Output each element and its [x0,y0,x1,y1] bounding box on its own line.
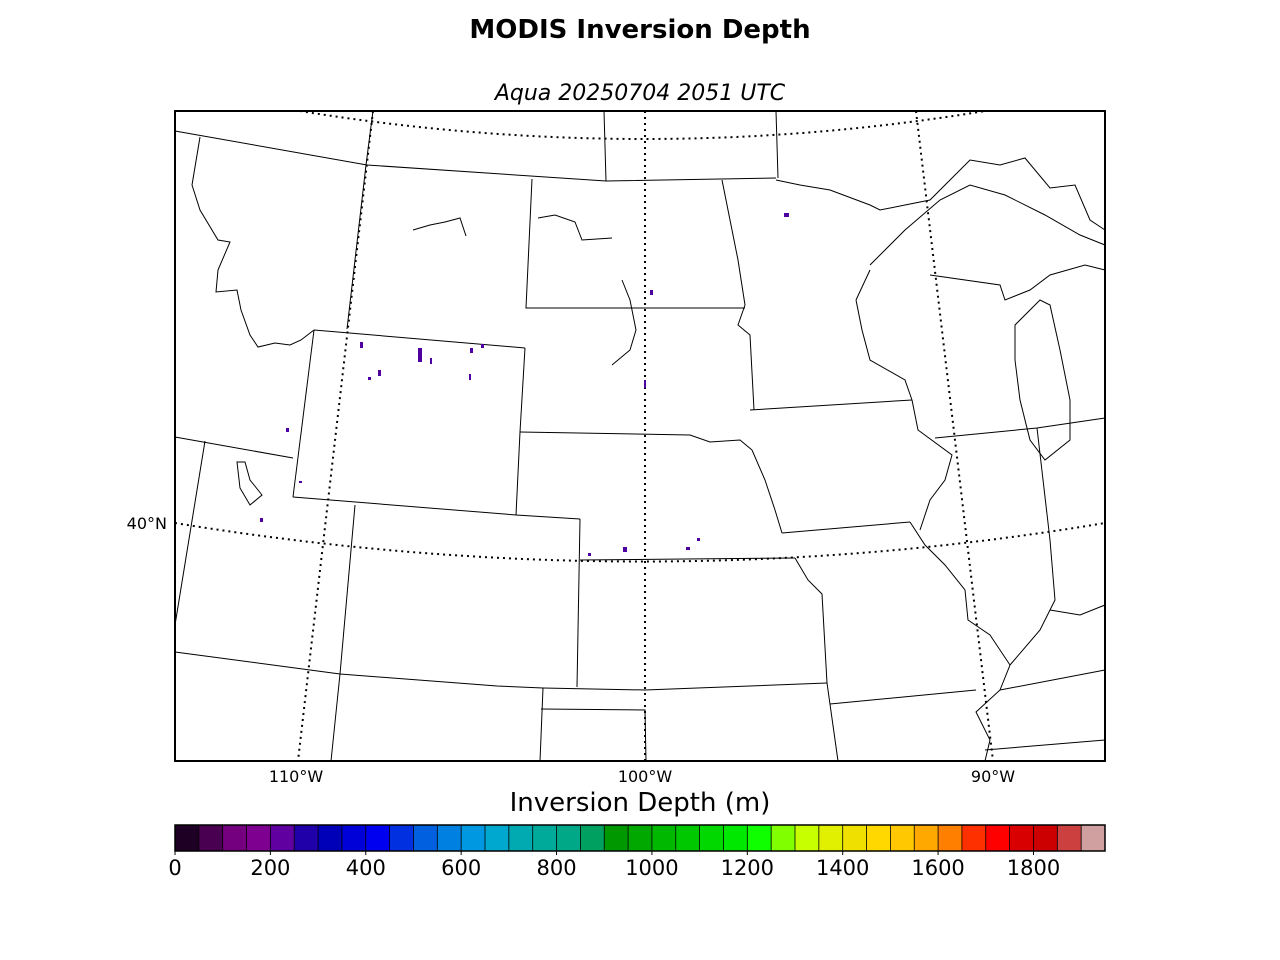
map [174,110,1106,762]
colorbar-segment [246,825,271,851]
colorbar-segment [675,825,701,851]
colorbar-segment [651,825,677,851]
colorbar-segment [270,825,295,851]
colorbar-tick-label: 0 [168,856,181,880]
lon-label: 100°W [618,767,673,786]
colorbar-segment [961,825,987,851]
colorbar-segment [914,825,939,851]
colorbar-segment [985,825,1011,851]
colorbar-segment [556,825,581,851]
graticule [174,110,1106,762]
colorbar-segment [461,825,486,851]
lon-label: 110°W [269,767,324,786]
colorbar-segment [818,825,844,851]
colorbar-segment [294,825,319,851]
colorbar: 0 200 400 600 800 1000 1200 1400 1600 1800 [168,824,1106,880]
colorbar-tick-label: 1000 [625,856,678,880]
map-frame [174,110,1106,762]
colorbar-segment [318,825,343,851]
colorbar-label: Inversion Depth (m) [510,788,771,818]
colorbar-segment [437,825,462,851]
colorbar-tick-label: 1400 [816,856,869,880]
title: MODIS Inversion Depth [469,15,810,45]
colorbar-tick-label: 1800 [1007,856,1060,880]
colorbar-segment [580,825,605,851]
colorbar-segment [938,825,963,851]
lat-label: 40°N [127,514,167,533]
colorbar-segment [1057,825,1082,851]
colorbar-segment [508,825,534,851]
boundaries [174,110,1106,762]
colorbar-segment [222,825,248,851]
colorbar-segment [747,825,772,851]
colorbar-segment [723,825,748,851]
colorbar-segment [842,825,868,851]
colorbar-tick-label: 1200 [721,856,774,880]
colorbar-segment [1009,825,1034,851]
colorbar-frame [174,824,1106,852]
colorbar-segment [389,825,414,851]
colorbar-segment [341,825,367,851]
colorbar-segment [175,825,200,851]
colorbar-segment [628,825,653,851]
colorbar-segment [198,825,224,851]
colorbar-segment [795,825,820,851]
colorbar-tick-label: 800 [536,856,576,880]
lon-label: 90°W [971,767,1015,786]
colorbar-tick-label: 400 [346,856,386,880]
colorbar-segment [532,825,558,851]
colorbar-segment [699,825,724,851]
colorbar-segment [866,825,891,851]
subtitle: Aqua 20250704 2051 UTC [493,81,786,106]
colorbar-segment [890,825,915,851]
colorbar-segment [365,825,391,851]
colorbar-tick-label: 1600 [911,856,964,880]
colorbar-segment [1033,825,1058,851]
colorbar-segment [1081,825,1106,851]
retrievals [260,213,789,556]
colorbar-segment [413,825,438,851]
colorbar-segment [771,825,796,851]
colorbar-segment [485,825,510,851]
colorbar-tick-label: 600 [441,856,481,880]
colorbar-segment [604,825,629,851]
colorbar-tick-label: 200 [250,856,290,880]
